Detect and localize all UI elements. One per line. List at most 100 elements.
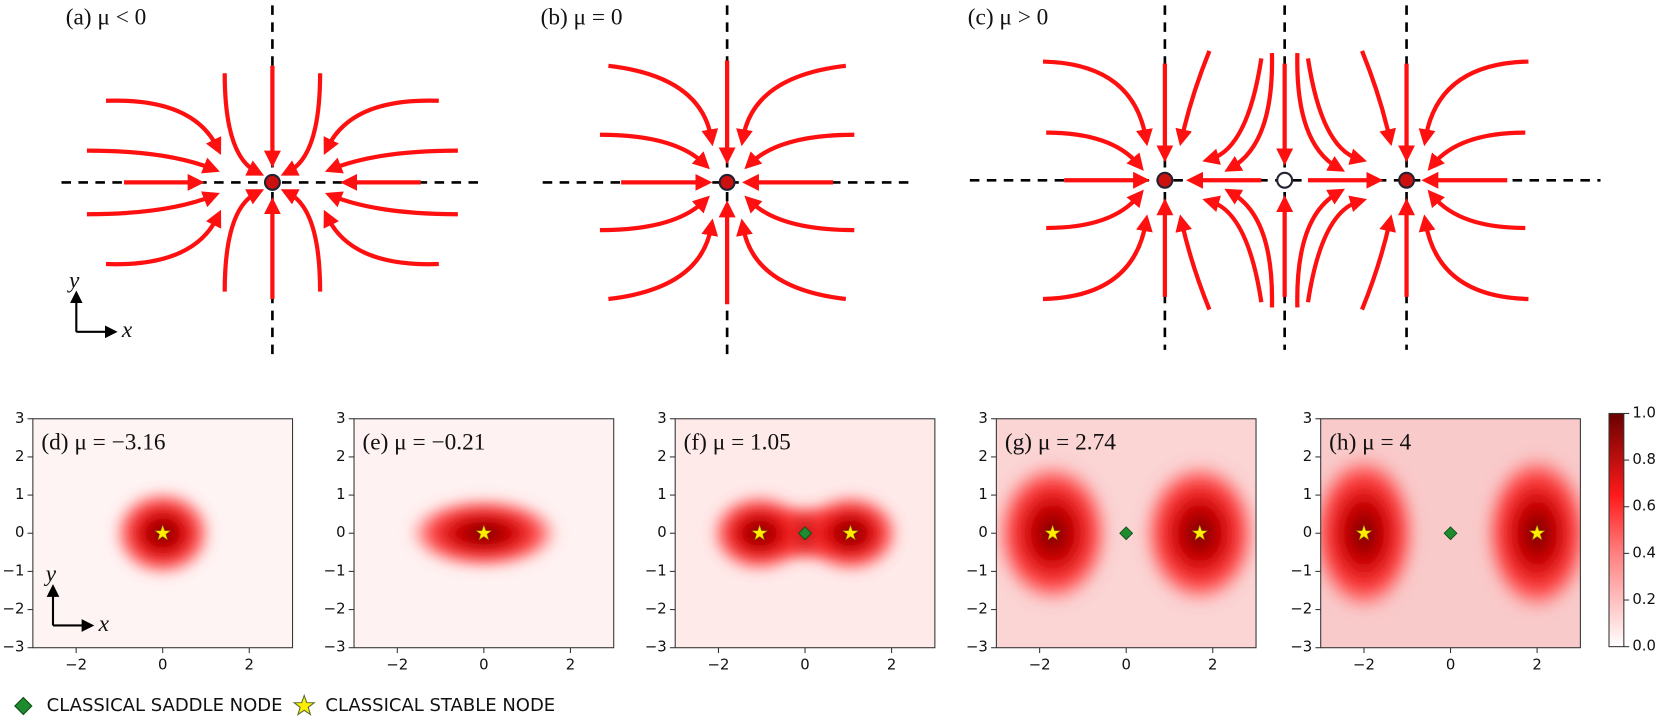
y-tick-label: −2: [3, 601, 25, 618]
stable-node: [842, 524, 859, 541]
panel-title: (c) μ > 0: [968, 5, 1049, 31]
y-tick-label: −1: [324, 562, 346, 579]
y-tick-label: 1: [657, 486, 666, 503]
y-tick-label: 1: [336, 486, 345, 503]
flow-arrow: [1427, 130, 1526, 171]
y-tick-label: 1: [15, 486, 24, 503]
y-tick-label: 2: [657, 448, 666, 465]
y-tick-label: −3: [3, 639, 25, 656]
panel-title: (g) μ = 2.74: [1005, 430, 1116, 456]
stable-node: [751, 524, 768, 541]
flow-arrow: [1042, 59, 1153, 147]
panel-title: (f) μ = 1.05: [684, 430, 791, 456]
stable-node: [154, 524, 171, 541]
colorbar-tick-label: 0.0: [1632, 638, 1656, 655]
y-tick-label: −2: [966, 601, 988, 618]
x-tick-label: 0: [1121, 657, 1130, 674]
panel-title: (b) μ = 0: [541, 5, 623, 31]
flow-arrow: [323, 209, 439, 267]
x-tick-label: 0: [479, 657, 488, 674]
y-tick-label: −3: [966, 639, 988, 656]
flow-arrow: [744, 195, 855, 233]
flow-arrow: [323, 98, 439, 156]
y-tick-label: 0: [15, 524, 24, 541]
y-tick-label: 0: [657, 524, 666, 541]
flow-arrow: [324, 148, 458, 174]
y-tick-label: 0: [1303, 524, 1312, 541]
y-tick-label: −3: [324, 639, 346, 656]
flow-arrow: [324, 191, 458, 217]
axis-label: y: [67, 267, 80, 293]
flow-arrow: [599, 195, 710, 233]
flow-arrow: [105, 98, 222, 156]
x-tick-label: −2: [708, 657, 730, 674]
x-tick-label: 2: [566, 657, 575, 674]
stable-node: [1191, 524, 1209, 541]
legend-label: CLASSICAL STABLE NODE: [325, 695, 555, 716]
y-tick-label: 3: [336, 410, 345, 427]
flow-arrow: [1224, 188, 1275, 308]
stable-node: [1044, 524, 1061, 541]
flow-arrow: [1427, 189, 1526, 231]
panel-title: (e) μ = −0.21: [363, 430, 486, 456]
y-tick-label: −3: [1290, 639, 1312, 656]
flow-arrow: [1418, 214, 1529, 302]
flow-arrow: [86, 148, 220, 174]
x-tick-label: −2: [1029, 657, 1051, 674]
legend-marker: [292, 693, 316, 716]
y-tick-label: 0: [978, 524, 987, 541]
y-tick-label: −2: [1290, 601, 1312, 618]
flow-arrow: [1295, 188, 1346, 308]
y-tick-label: 0: [336, 524, 345, 541]
panel-title: (d) μ = −3.16: [41, 430, 165, 456]
flow-arrow: [1360, 214, 1397, 311]
flow-arrow: [736, 218, 847, 302]
x-tick-label: 0: [1446, 657, 1455, 674]
colorbar: [1608, 412, 1625, 648]
flow-arrow: [744, 132, 855, 170]
flow-arrow: [1305, 195, 1368, 303]
y-tick-label: −1: [645, 562, 667, 579]
stable-node: [1355, 524, 1373, 541]
flow-arrow: [280, 189, 323, 292]
flow-arrow: [86, 191, 220, 217]
saddle-node: [1443, 526, 1458, 541]
fixed-point: [718, 173, 736, 191]
colorbar-tick-label: 0.6: [1632, 498, 1656, 515]
flow-arrow: [222, 73, 265, 176]
flow-arrow: [608, 218, 719, 302]
x-tick-label: −2: [65, 657, 87, 674]
saddle-node: [1119, 526, 1134, 541]
legend-label: CLASSICAL SADDLE NODE: [47, 695, 283, 716]
density: [1320, 453, 1419, 614]
axis-label: y: [44, 561, 57, 587]
flow-arrow: [736, 63, 847, 147]
flow-arrow: [1224, 53, 1275, 172]
fixed-point: [263, 173, 281, 191]
x-tick-label: 0: [800, 657, 809, 674]
stable-node: [475, 524, 493, 541]
flow-arrow: [1295, 53, 1346, 172]
y-tick-label: −2: [645, 601, 667, 618]
axis-label: x: [98, 611, 110, 637]
y-tick-label: 2: [978, 448, 987, 465]
stable-node: [1528, 524, 1546, 541]
x-tick-label: 0: [158, 657, 167, 674]
flow-arrow: [105, 209, 222, 267]
fixed-point: [1276, 171, 1294, 189]
flow-arrow: [280, 73, 323, 176]
y-tick-label: 2: [15, 448, 24, 465]
y-tick-label: 3: [1303, 410, 1312, 427]
y-tick-label: −2: [324, 601, 346, 618]
flow-arrow: [222, 189, 265, 292]
x-tick-label: 2: [245, 657, 254, 674]
flow-arrow: [599, 132, 710, 170]
x-tick-label: 2: [887, 657, 896, 674]
flow-arrow: [1175, 214, 1212, 311]
y-tick-label: 1: [1303, 486, 1312, 503]
y-tick-label: 3: [15, 410, 24, 427]
flow-arrow: [1305, 58, 1368, 165]
y-tick-label: 1: [978, 486, 987, 503]
colorbar-tick-label: 0.4: [1632, 544, 1656, 561]
flow-arrow: [1202, 195, 1264, 303]
